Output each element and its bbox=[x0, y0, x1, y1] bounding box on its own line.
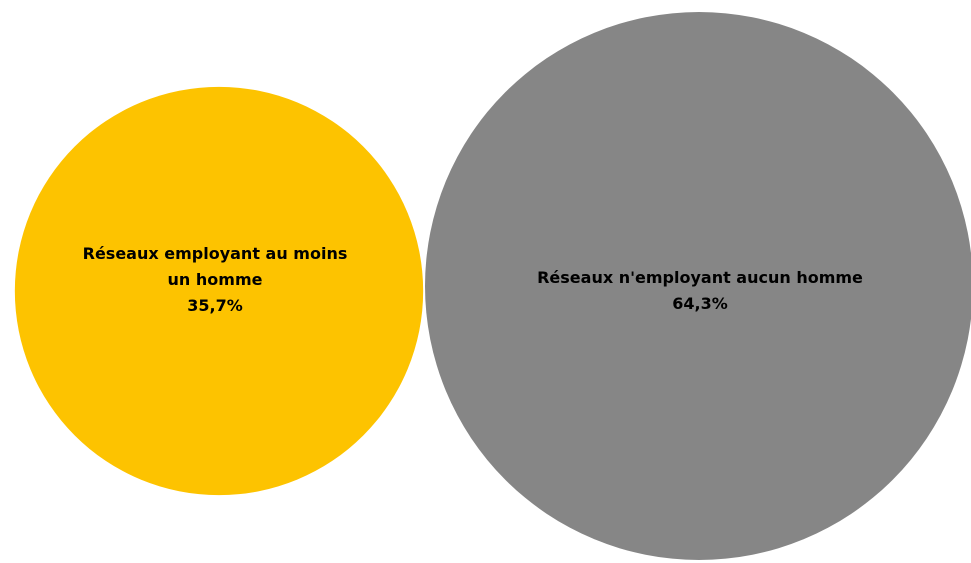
bubble-value-label: 35,7% bbox=[187, 296, 243, 315]
bubble-label-line-1: Réseaux employant au moins bbox=[82, 244, 348, 263]
bubble-label-line-2: un homme bbox=[167, 270, 263, 289]
bubble-label-aucun-homme: Réseaux n'employant aucun homme 64,3% bbox=[470, 265, 930, 317]
bubble-reseaux-au-moins-un-homme bbox=[14, 86, 424, 496]
bubble-label-au-moins-un-homme: Réseaux employant au moins un homme 35,7… bbox=[30, 241, 400, 319]
bubble-value-label: 64,3% bbox=[672, 294, 728, 313]
bubble-label-line-1: Réseaux n'employant aucun homme bbox=[537, 268, 863, 287]
bubble-reseaux-aucun-homme bbox=[425, 12, 971, 560]
